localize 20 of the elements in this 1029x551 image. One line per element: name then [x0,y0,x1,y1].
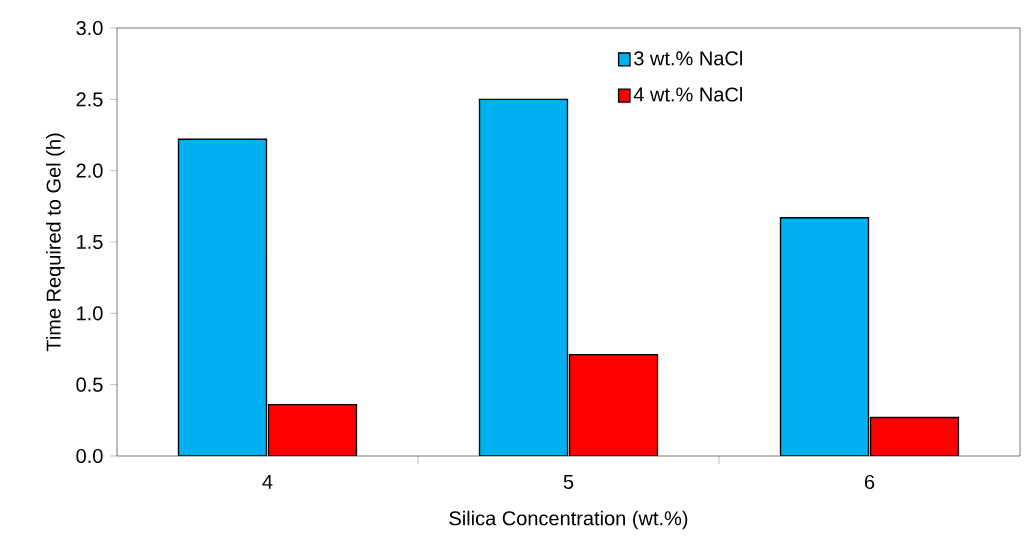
y-tick-label: 2.5 [76,92,103,107]
bar [568,354,659,456]
x-tick-label: 5 [563,474,574,489]
y-tick-label: 1.5 [77,235,103,249]
x-tick-label: 4 [262,474,273,489]
y-tick-label: 3.0 [76,20,103,36]
legend-label: 3 wt.% NaCl [634,50,742,66]
y-tick-label: 2.0 [76,163,103,178]
y-tick-label: 0.5 [76,377,103,392]
y-tick-label: 1.0 [77,306,103,321]
bar [267,403,358,456]
y-axis-title: Time Required to Gel (h) [46,133,65,352]
bar [177,138,268,456]
legend-label: 4 wt.% NaCl [633,86,742,102]
x-axis-title: Silica Concentration (wt.%) [449,510,688,530]
bar [869,416,960,456]
bar [779,217,870,456]
bar [478,98,569,456]
x-tick-label: 6 [864,474,875,490]
y-tick-label: 0.0 [76,448,103,464]
